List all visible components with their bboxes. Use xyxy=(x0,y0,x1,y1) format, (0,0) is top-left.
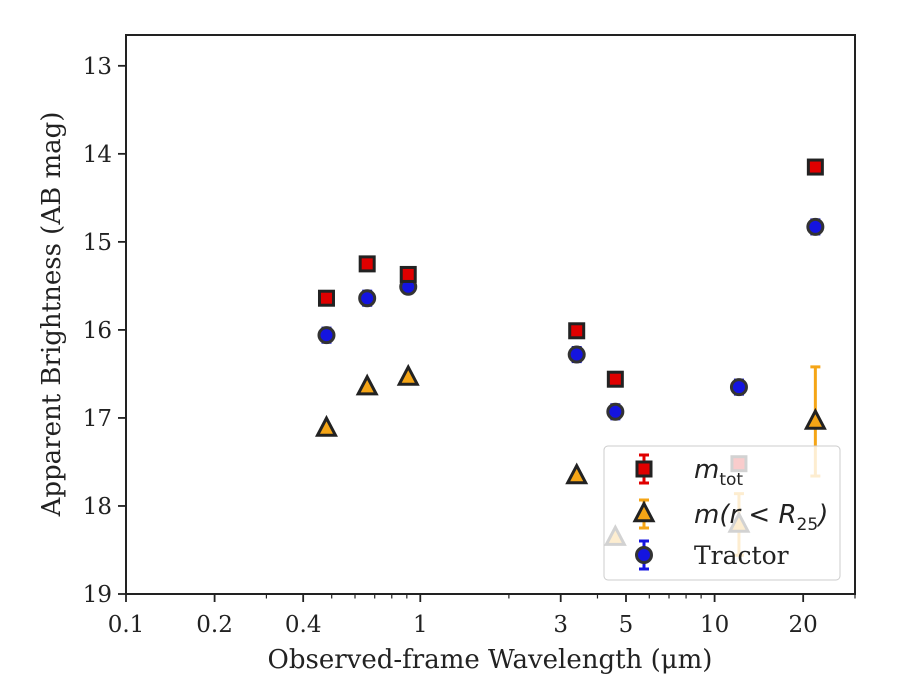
x-tick-label: 5 xyxy=(619,612,634,638)
data-point xyxy=(606,370,624,388)
plot-frame xyxy=(125,34,856,595)
data-point xyxy=(606,402,625,421)
legend-label: Tractor xyxy=(694,541,789,570)
data-point xyxy=(317,289,335,307)
y-tick-label: 18 xyxy=(83,494,112,520)
x-tick-label: 0.4 xyxy=(285,612,322,638)
legend-marker xyxy=(632,500,656,523)
data-point xyxy=(806,217,825,236)
y-tick-label: 19 xyxy=(83,582,112,608)
data-point xyxy=(806,158,824,176)
data-point xyxy=(565,462,589,485)
data-point xyxy=(568,322,586,340)
y-tick-label: 17 xyxy=(83,406,112,432)
legend: mtot m(r < R25) Tractor xyxy=(603,445,841,581)
x-tick-label: 20 xyxy=(789,612,818,638)
legend-marker xyxy=(635,460,653,478)
legend-box xyxy=(603,445,841,581)
data-point xyxy=(399,265,417,283)
data-point xyxy=(567,345,586,364)
data-point xyxy=(315,414,338,437)
x-tick-label: 1 xyxy=(413,612,428,638)
data-point xyxy=(396,363,420,386)
data-point xyxy=(358,289,377,308)
x-tick-label: 0.2 xyxy=(196,612,233,638)
y-axis-label: Apparent Brightness (AB mag) xyxy=(37,112,67,518)
legend-label: mtot xyxy=(694,455,743,490)
data-point xyxy=(803,407,827,430)
y-tick-label: 13 xyxy=(83,54,112,80)
series-0 xyxy=(317,158,824,473)
data-point xyxy=(317,326,336,345)
data-point xyxy=(358,255,376,273)
x-axis-label: Observed-frame Wavelength (μm) xyxy=(268,645,713,675)
y-tick-label: 16 xyxy=(83,318,112,344)
series-2 xyxy=(317,217,825,421)
legend-marker xyxy=(635,546,653,564)
x-tick-label: 0.1 xyxy=(108,612,145,638)
x-tick-label: 3 xyxy=(553,612,568,638)
legend-label: m(r < R25) xyxy=(694,500,828,535)
data-point xyxy=(355,373,379,396)
data-point xyxy=(729,378,748,397)
x-tick-label: 10 xyxy=(700,612,729,638)
y-tick-label: 15 xyxy=(83,230,112,256)
y-tick-label: 14 xyxy=(83,142,112,168)
